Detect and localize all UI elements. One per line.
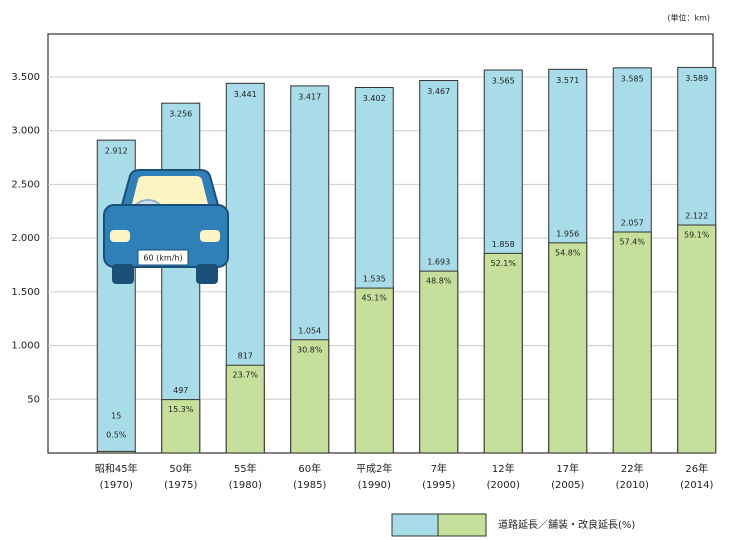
x-tick-label: 12年 <box>492 462 515 475</box>
bar-improved <box>354 287 394 454</box>
x-tick-label: 55年 <box>234 462 257 475</box>
x-tick-year: (1970) <box>100 480 133 491</box>
rate-label: 30.8% <box>297 345 323 354</box>
x-tick-label: 7年 <box>431 462 447 475</box>
y-tick-label: 3.500 <box>11 72 40 83</box>
legend-text: 道路延長／舗装・改良延長(%) <box>498 518 635 531</box>
value-label: 15 <box>111 412 121 421</box>
value-label: 3.585 <box>621 74 644 83</box>
car-plate: 60 (km/h) <box>143 254 182 263</box>
rate-label: 15.3% <box>168 405 194 414</box>
bar-improved <box>161 399 201 454</box>
x-tick-year: (1975) <box>164 480 197 491</box>
rate-label: 52.1% <box>491 259 517 268</box>
value-label: 3.571 <box>556 76 579 85</box>
value-label: 3.417 <box>298 92 321 101</box>
rate-label: 0.5% <box>106 431 127 440</box>
legend-swatch <box>391 513 439 537</box>
value-label: 1.956 <box>556 229 579 238</box>
x-tick-year: (2010) <box>616 480 649 491</box>
value-label: 2.057 <box>621 219 644 228</box>
value-label: 817 <box>238 352 253 361</box>
x-tick-label: 昭和45年 <box>95 462 138 475</box>
y-tick-label: 1.000 <box>11 341 40 352</box>
rate-label: 23.7% <box>233 371 259 380</box>
y-tick-label: 2.000 <box>11 233 40 244</box>
y-tick-label: 1.500 <box>11 287 40 298</box>
x-tick-year: (2000) <box>487 480 520 491</box>
value-label: 3.565 <box>492 76 515 85</box>
value-label: 1.693 <box>427 258 450 267</box>
value-label: 3.467 <box>427 87 450 96</box>
value-label: 1.054 <box>298 326 321 335</box>
x-tick-label: 22年 <box>621 462 644 475</box>
y-tick-label: 50 <box>27 394 40 405</box>
x-tick-year: (2014) <box>680 480 713 491</box>
bar-improved <box>548 242 588 454</box>
unit-label: (単位：km) <box>667 13 710 23</box>
bar-improved <box>96 450 136 454</box>
bar-improved <box>419 270 459 454</box>
x-tick-label: 50年 <box>169 462 192 475</box>
car-illustration: 60 (km/h) <box>103 169 229 284</box>
bar-improved <box>290 339 330 454</box>
value-label: 2.122 <box>685 212 708 221</box>
value-label: 1.858 <box>492 240 515 249</box>
bar-improved <box>483 252 523 454</box>
value-label: 497 <box>173 386 188 395</box>
bar-total <box>161 102 201 454</box>
value-label: 3.402 <box>363 94 386 103</box>
x-tick-label: 26年 <box>685 462 708 475</box>
value-label: 3.256 <box>169 110 192 119</box>
rate-label: 54.8% <box>555 248 581 257</box>
rate-label: 45.1% <box>362 294 388 303</box>
value-label: 3.441 <box>234 90 257 99</box>
rate-label: 48.8% <box>426 277 452 286</box>
value-label: 1.535 <box>363 275 386 284</box>
x-tick-label: 60年 <box>298 462 321 475</box>
rate-label: 59.1% <box>684 231 710 240</box>
value-label: 2.912 <box>105 147 128 156</box>
x-tick-year: (1980) <box>229 480 262 491</box>
x-tick-year: (1985) <box>293 480 326 491</box>
x-tick-year: (2005) <box>551 480 584 491</box>
y-tick-label: 3.000 <box>11 126 40 137</box>
value-label: 3.589 <box>685 74 708 83</box>
bar-improved <box>225 364 265 454</box>
bar-improved <box>612 231 652 454</box>
x-tick-year: (1990) <box>358 480 391 491</box>
bar-improved <box>677 224 717 454</box>
x-tick-year: (1995) <box>422 480 455 491</box>
y-tick-label: 2.500 <box>11 179 40 190</box>
x-tick-label: 平成2年 <box>356 462 392 475</box>
x-tick-label: 17年 <box>556 462 579 475</box>
rate-label: 57.4% <box>620 238 646 247</box>
legend-swatch <box>437 513 487 537</box>
